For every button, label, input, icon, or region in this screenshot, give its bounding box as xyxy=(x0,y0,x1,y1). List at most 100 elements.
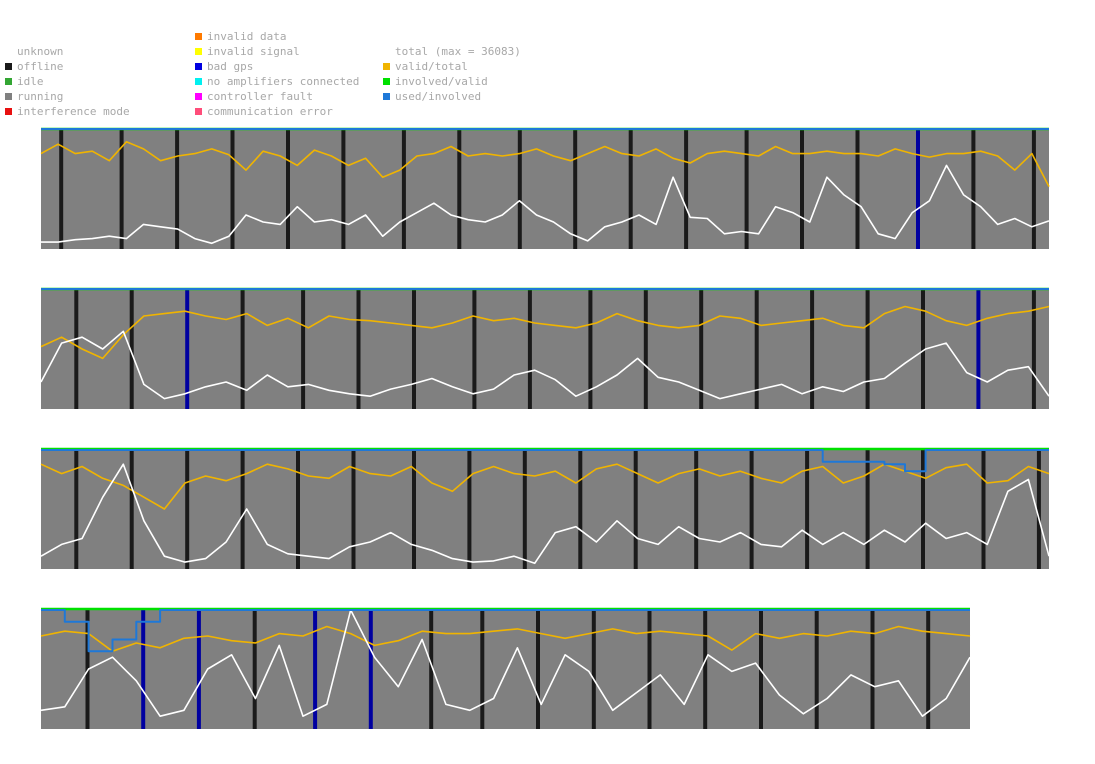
communication-error-swatch xyxy=(195,108,202,115)
panel-1-offline-marker-12 xyxy=(744,129,749,249)
panel-2-offline-marker-15 xyxy=(921,289,925,409)
panel-4-bad-gps-marker-1 xyxy=(141,609,146,729)
panel-3-offline-marker-7 xyxy=(467,449,472,569)
panel-1-offline-marker-10 xyxy=(628,129,633,249)
panel-1-offline-marker-5 xyxy=(341,129,346,249)
panel-1-offline-marker-6 xyxy=(401,129,406,249)
panel-3-offline-marker-16 xyxy=(981,449,986,569)
panel-2-offline-marker-4 xyxy=(301,289,306,409)
panel-3-offline-marker-17 xyxy=(1036,449,1041,569)
panel-3-valid-total-line xyxy=(40,463,1050,510)
panel-1-offline-marker-2 xyxy=(175,129,180,249)
panel-4-offline-marker-14 xyxy=(870,609,875,729)
panel-2-offline-marker-8 xyxy=(527,289,532,409)
interference-swatch xyxy=(5,108,12,115)
panel-4-offline-marker-10 xyxy=(647,609,652,729)
panel-3-offline-marker-12 xyxy=(749,449,754,569)
panel-1-offline-marker-7 xyxy=(457,129,462,249)
panel-4-offline-marker-13 xyxy=(814,609,819,729)
panel-1-offline-marker-16 xyxy=(971,129,976,249)
legend-invalid-data: invalid data xyxy=(195,30,286,43)
panel-1-offline-marker-1 xyxy=(119,129,124,249)
panel-2-running-background xyxy=(41,289,1049,409)
panel-2-bad-gps-marker-2 xyxy=(185,289,190,409)
legend-offline: offline xyxy=(5,60,63,73)
panel-3-total-line xyxy=(40,463,1050,565)
panel-3-offline-marker-6 xyxy=(412,449,416,569)
panel-4-bad-gps-marker-2 xyxy=(196,609,201,729)
panel-3-offline-marker-5 xyxy=(351,449,356,569)
legend-no-amplifiers: no amplifiers connected xyxy=(195,75,359,88)
panel-4-offline-marker-11 xyxy=(703,609,708,729)
panel-1-offline-marker-8 xyxy=(517,129,522,249)
legend-communication-error: communication error xyxy=(195,105,333,118)
panel-1-bad-gps-marker-15 xyxy=(916,129,920,249)
panel-2-total-line xyxy=(40,330,1050,400)
panel-1-offline-marker-0 xyxy=(59,129,64,249)
panel-1-offline-marker-14 xyxy=(855,129,860,249)
idle-swatch xyxy=(5,78,12,85)
legend-controller-fault: controller fault xyxy=(195,90,313,103)
panel-4-offline-marker-15 xyxy=(926,609,931,729)
panel-4-offline-marker-7 xyxy=(480,609,485,729)
panel-2-offline-marker-0 xyxy=(74,289,79,409)
panel-4-valid-total-line xyxy=(40,625,971,653)
panel-2-offline-marker-10 xyxy=(643,289,648,409)
legend: unknown offline idle running interferenc… xyxy=(0,0,1095,125)
panel-1-offline-marker-3 xyxy=(230,129,235,249)
panel-3-offline-marker-13 xyxy=(805,449,810,569)
legend-total: total (max = 36083) xyxy=(395,45,521,58)
running-swatch xyxy=(5,93,12,100)
panel-1-running-background xyxy=(41,129,1049,249)
used-involved-swatch xyxy=(383,93,390,100)
panel-1-offline-marker-13 xyxy=(800,129,804,249)
legend-valid-total: valid/total xyxy=(383,60,468,73)
panel-3-offline-marker-15 xyxy=(921,449,925,569)
panel-4-offline-marker-9 xyxy=(591,609,596,729)
panel-2-offline-marker-11 xyxy=(699,289,704,409)
panel-3-offline-marker-11 xyxy=(694,449,699,569)
panel-2-offline-marker-13 xyxy=(810,289,815,409)
panel-1-valid-total-line xyxy=(40,141,1050,187)
panel-4-offline-marker-8 xyxy=(536,609,540,729)
panel-3-offline-marker-8 xyxy=(522,449,527,569)
legend-used-involved: used/involved xyxy=(383,90,481,103)
panel-2-offline-marker-6 xyxy=(412,289,416,409)
panel-3-offline-marker-4 xyxy=(296,449,300,569)
bad-gps-swatch xyxy=(195,63,202,70)
panel-3-offline-marker-0 xyxy=(74,449,79,569)
panel-2-offline-marker-14 xyxy=(865,289,870,409)
panel-2-offline-marker-7 xyxy=(472,289,477,409)
panel-1-total-line xyxy=(41,164,1050,245)
legend-invalid-signal: invalid signal xyxy=(195,45,300,58)
panel-4-used-involved-line xyxy=(41,609,970,653)
panel-3-offline-marker-10 xyxy=(633,449,638,569)
legend-running: running xyxy=(5,90,63,103)
panel-4-offline-marker-0 xyxy=(85,609,90,729)
offline-swatch xyxy=(5,63,12,70)
panel-1-offline-marker-11 xyxy=(684,129,689,249)
panel-4-offline-marker-3 xyxy=(252,609,257,729)
panel-3-used-involved-line xyxy=(41,449,1049,473)
panel-2-offline-marker-1 xyxy=(129,289,134,409)
panel-3-offline-marker-2 xyxy=(185,449,190,569)
panel-3-offline-marker-3 xyxy=(240,449,245,569)
panel-2-valid-total-line xyxy=(40,305,1050,360)
involved-valid-swatch xyxy=(383,78,390,85)
panel-4-bad-gps-marker-5 xyxy=(368,609,373,729)
panel-3-offline-marker-1 xyxy=(129,449,134,569)
panel-4-offline-marker-6 xyxy=(429,609,434,729)
legend-bad-gps: bad gps xyxy=(195,60,253,73)
valid-total-swatch xyxy=(383,63,390,70)
panel-3-offline-marker-9 xyxy=(578,449,583,569)
controller-fault-swatch xyxy=(195,93,202,100)
legend-idle: idle xyxy=(5,75,44,88)
panel-1-offline-marker-17 xyxy=(1031,129,1036,249)
panel-1-offline-marker-9 xyxy=(573,129,578,249)
legend-involved-valid: involved/valid xyxy=(383,75,488,88)
panel-3-running-background xyxy=(41,449,1049,569)
panel-4-bad-gps-marker-4 xyxy=(313,609,318,729)
panel-2-offline-marker-3 xyxy=(240,289,245,409)
invalid-data-swatch xyxy=(195,33,202,40)
